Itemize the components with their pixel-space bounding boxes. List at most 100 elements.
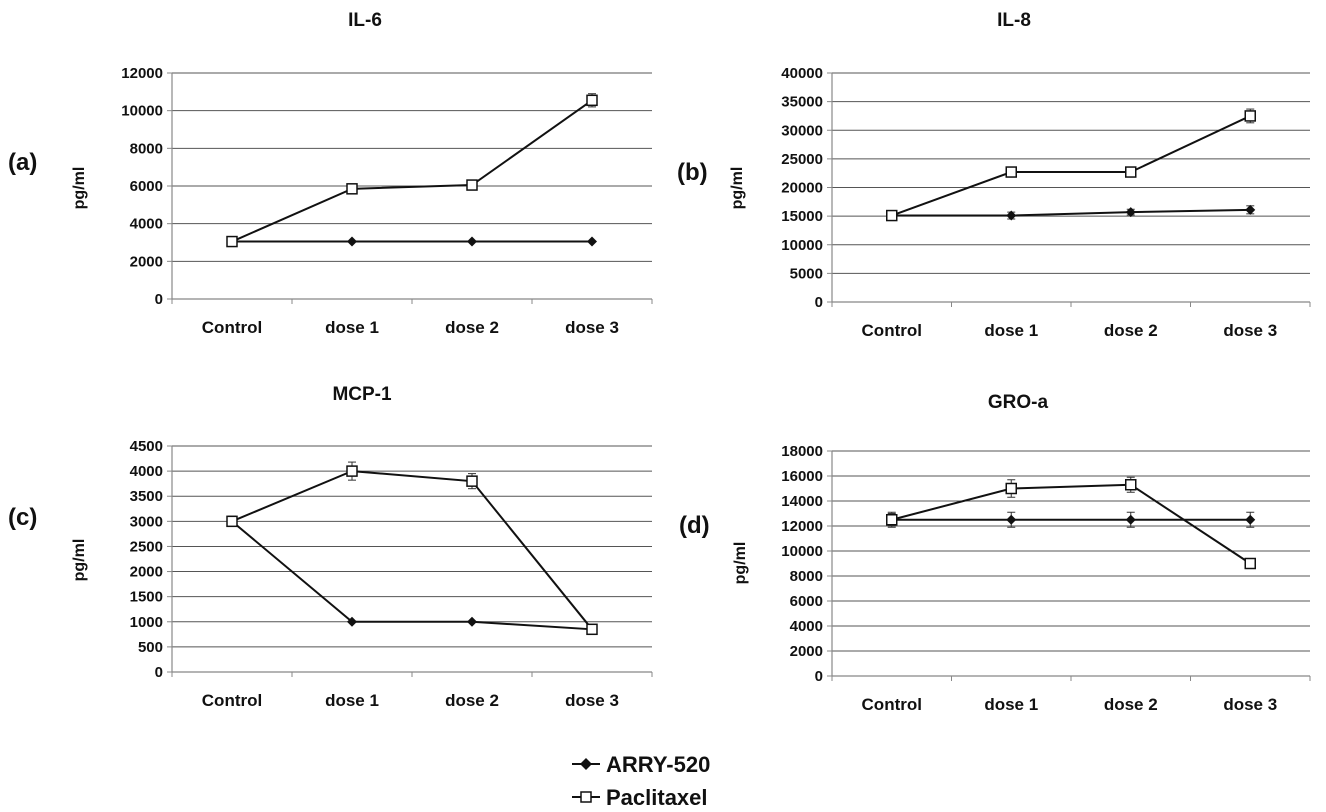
data-point-paclitaxel (586, 623, 598, 636)
y-tick-label: 500 (138, 639, 163, 656)
x-tick-label: dose 2 (445, 691, 499, 710)
chart-title: GRO-a (988, 392, 1049, 413)
chart-panel-2: IL-8 (b) pg/ml 0 5000 10000 15000 20000 25000 300… (677, 10, 1311, 340)
x-tick-label: Control (862, 695, 922, 714)
y-tick-label: 1500 (130, 589, 163, 606)
y-tick-label: 16000 (781, 468, 823, 485)
y-tick-label: 8000 (130, 140, 163, 157)
y-tick-label: 25000 (781, 151, 823, 168)
data-point-arry-520 (1245, 514, 1256, 525)
legend-label-paclitaxel: Paclitaxel (606, 785, 708, 810)
y-axis-label: pg/ml (729, 167, 746, 210)
y-tick-label: 2000 (790, 643, 823, 660)
series-line-paclitaxel (891, 483, 1251, 565)
y-tick-label: 6000 (790, 593, 823, 610)
x-tick-label: dose 3 (1223, 321, 1277, 340)
x-tick-label: dose 1 (984, 695, 1038, 714)
data-point-paclitaxel (466, 179, 478, 191)
series-line-paclitaxel (891, 115, 1251, 217)
x-tick-label: Control (862, 321, 922, 340)
y-tick-label: 10000 (781, 237, 823, 254)
data-point-paclitaxel (346, 183, 358, 195)
y-tick-label: 12000 (121, 65, 163, 82)
y-tick-label: 2000 (130, 253, 163, 270)
x-tick-label: dose 1 (984, 321, 1038, 340)
series-line-paclitaxel (231, 99, 593, 243)
y-tick-label: 14000 (781, 493, 823, 510)
y-tick-label: 12000 (781, 518, 823, 535)
y-axis-label: pg/ml (71, 539, 88, 582)
series-line-arry-520 (231, 520, 593, 631)
y-tick-label: 0 (815, 294, 823, 311)
x-tick-label: dose 1 (325, 318, 379, 337)
data-point-arry-520 (1006, 210, 1017, 221)
data-point-arry-520 (467, 236, 477, 247)
panel-label: (a) (8, 149, 37, 176)
data-point-arry-520 (347, 236, 357, 247)
y-tick-label: 3500 (130, 488, 163, 505)
chart-panel-3: MCP-1 (c) pg/ml 0 500 1000 1500 2000 2500 3000 350… (8, 384, 653, 710)
y-tick-label: 18000 (781, 443, 823, 460)
legend-marker-arry520 (580, 758, 592, 770)
y-tick-label: 4000 (130, 463, 163, 480)
y-tick-label: 15000 (781, 208, 823, 225)
series-line-paclitaxel (231, 470, 593, 630)
chart-title: MCP-1 (332, 384, 392, 405)
y-tick-label: 0 (155, 291, 163, 308)
panel-label: (b) (677, 159, 708, 186)
data-point-paclitaxel (1125, 166, 1137, 178)
x-tick-label: dose 2 (445, 318, 499, 337)
data-point-paclitaxel (886, 514, 898, 526)
data-point-paclitaxel (1125, 479, 1137, 491)
chart-title: IL-8 (997, 10, 1031, 31)
y-tick-label: 4000 (130, 216, 163, 233)
y-tick-label: 0 (815, 668, 823, 685)
y-axis-label: pg/ml (732, 542, 749, 585)
data-point-arry-520 (347, 616, 357, 627)
y-tick-label: 5000 (790, 265, 823, 282)
data-point-paclitaxel (466, 475, 478, 487)
data-point-arry-520 (1125, 514, 1136, 525)
legend-label-arry520: ARRY-520 (606, 752, 710, 777)
data-point-arry-520 (467, 616, 477, 627)
x-tick-label: dose 2 (1104, 321, 1158, 340)
chart-panel-1: IL-6 (a) pg/ml 0 2000 4000 6000 8000 10000 12000 C… (8, 10, 653, 337)
data-point-paclitaxel (226, 515, 238, 528)
data-point-paclitaxel (886, 209, 898, 222)
data-point-paclitaxel (1005, 166, 1017, 178)
y-tick-label: 35000 (781, 94, 823, 111)
x-tick-label: dose 2 (1104, 695, 1158, 714)
y-tick-label: 4500 (130, 438, 163, 455)
y-tick-label: 2000 (130, 564, 163, 581)
y-tick-label: 8000 (790, 568, 823, 585)
data-point-paclitaxel (1244, 557, 1256, 570)
y-tick-label: 3000 (130, 513, 163, 530)
chart-title: IL-6 (348, 10, 382, 31)
data-point-arry-520 (1006, 514, 1017, 525)
y-tick-label: 20000 (781, 180, 823, 197)
x-tick-label: Control (202, 691, 262, 710)
series-line-arry-520 (891, 208, 1251, 217)
chart-panel-4: GRO-a (d) pg/ml 0 2000 4000 6000 8000 10000 12000… (679, 392, 1311, 714)
y-tick-label: 1000 (130, 614, 163, 631)
legend-marker-paclitaxel (580, 791, 592, 803)
data-point-arry-520 (587, 236, 597, 247)
x-tick-label: dose 3 (1223, 695, 1277, 714)
y-tick-label: 2500 (130, 538, 163, 555)
x-tick-label: dose 1 (325, 691, 379, 710)
y-tick-label: 10000 (781, 543, 823, 560)
legend: ARRY-520 Paclitaxel (572, 752, 710, 810)
y-tick-label: 0 (155, 664, 163, 681)
data-point-arry-520 (1125, 207, 1136, 218)
data-point-arry-520 (1245, 204, 1256, 215)
y-tick-label: 4000 (790, 618, 823, 635)
data-point-paclitaxel (1005, 482, 1017, 495)
data-point-paclitaxel (586, 94, 598, 107)
y-tick-label: 6000 (130, 178, 163, 195)
data-point-paclitaxel (226, 235, 238, 248)
x-tick-label: Control (202, 318, 262, 337)
y-tick-label: 30000 (781, 122, 823, 139)
x-tick-label: dose 3 (565, 691, 619, 710)
y-tick-label: 10000 (121, 103, 163, 120)
